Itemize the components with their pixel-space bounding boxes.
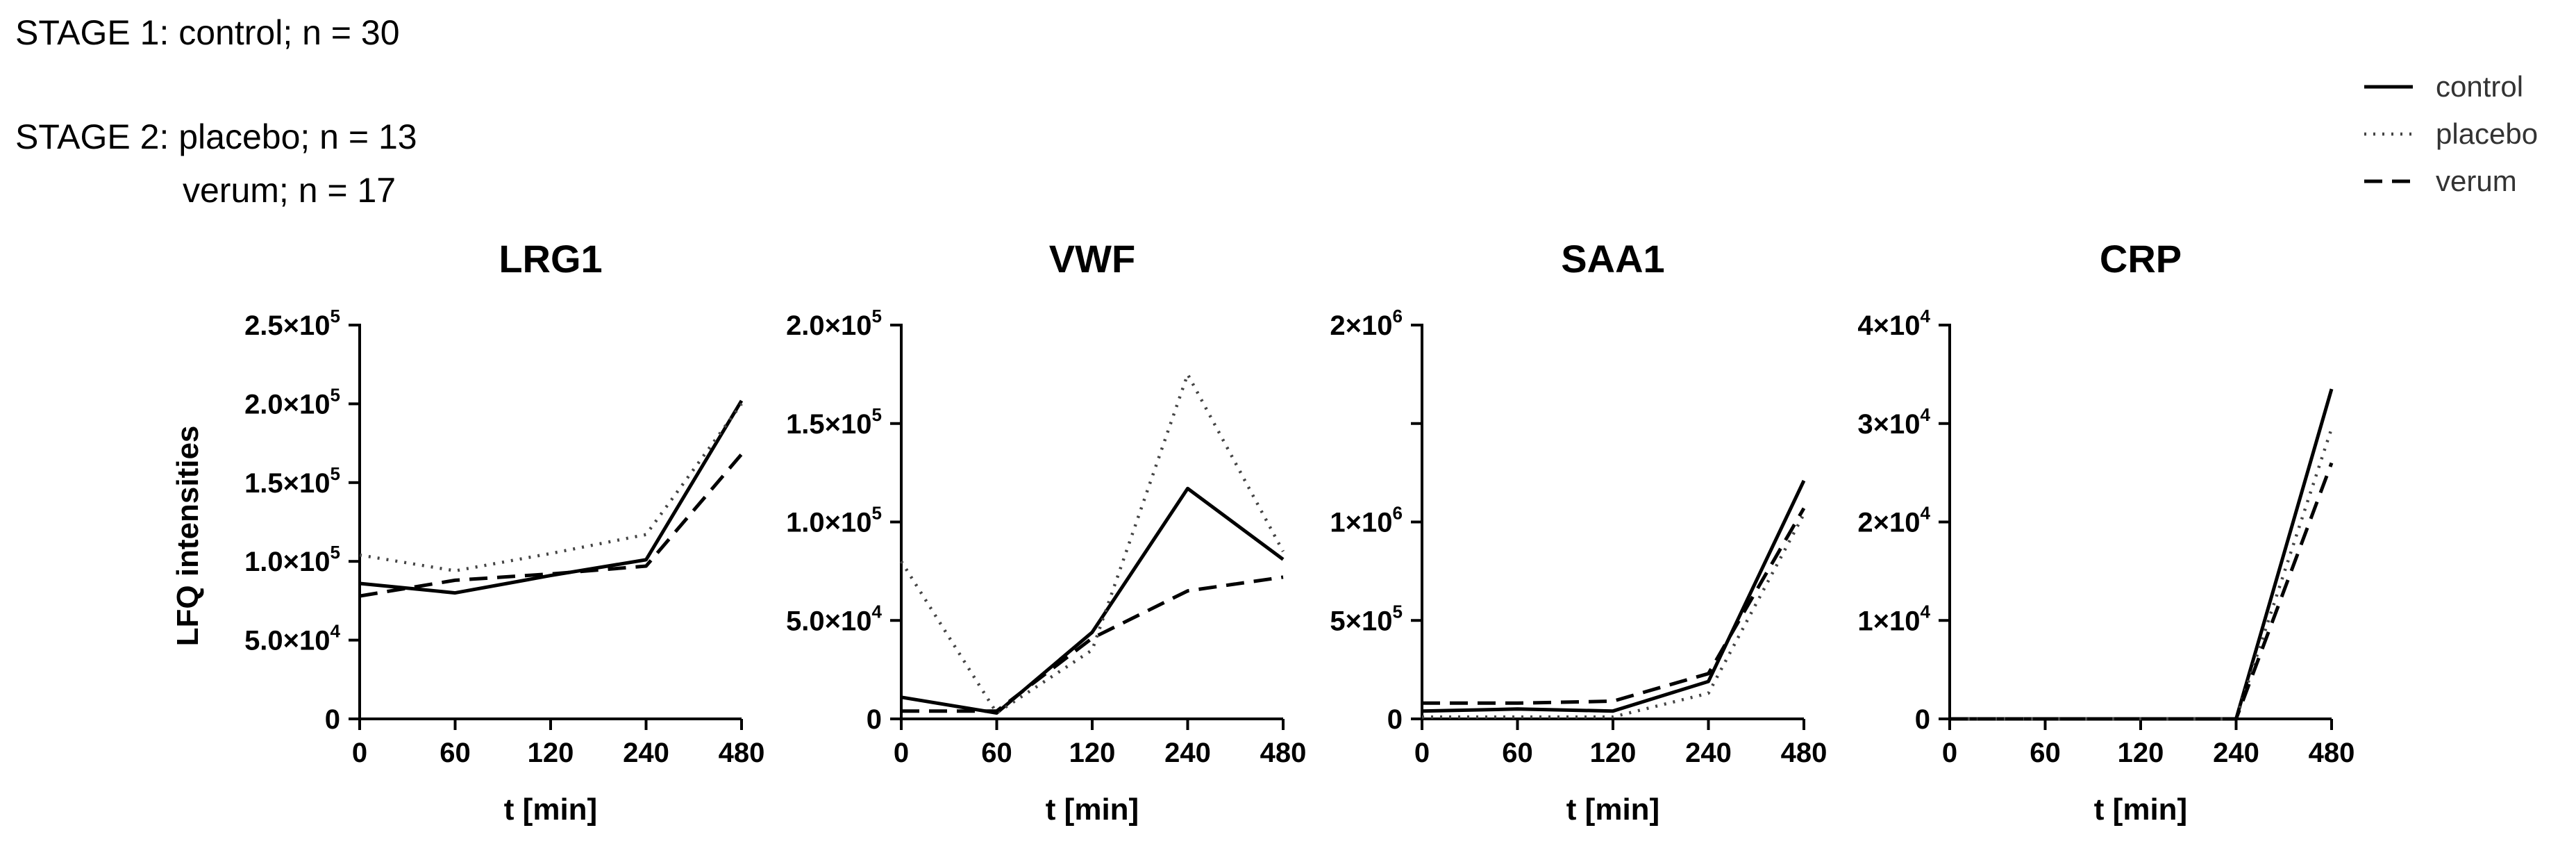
x-tick-label: 0: [1414, 738, 1430, 768]
stage2-text: STAGE 2: placebo; n = 13: [15, 117, 417, 156]
legend: control placebo verum: [2364, 70, 2538, 197]
x-tick-label: 0: [352, 738, 367, 768]
x-tick-label: 120: [1590, 738, 1637, 768]
y-tick-label: 1.5×105: [786, 404, 882, 440]
y-axis-label: LFQ intensities: [171, 426, 205, 647]
panel-lrg1: LRG1 0 5.0×104 1.0×105 1.5×105 2.0×105 2.5×105…: [171, 237, 764, 827]
panel-crp: CRP 0 1×104 2×104 3×104 4×104 0 60 120 240 480 t [m…: [1857, 237, 2355, 827]
y-tick-label: 5×105: [1330, 601, 1403, 636]
series-line-control: [901, 486, 1285, 715]
y-tick-label: 2×106: [1330, 306, 1403, 341]
x-tick-label: 60: [440, 738, 471, 768]
panel-title: VWF: [1049, 237, 1135, 281]
y-tick-label: 1×104: [1857, 601, 1930, 636]
y-tick-label: 0: [1387, 704, 1403, 735]
y-tick-label: 5.0×104: [244, 621, 340, 656]
x-tick-label: 60: [2030, 738, 2061, 768]
x-axis-label: t [min]: [1566, 793, 1659, 827]
legend-label-control: control: [2436, 70, 2523, 103]
x-tick-label: 60: [1502, 738, 1533, 768]
series-line-control: [1950, 388, 2334, 721]
chart-panels: LRG1 0 5.0×104 1.0×105 1.5×105 2.0×105 2.5×105…: [171, 237, 2355, 827]
x-tick-label: 120: [1069, 738, 1116, 768]
series-line-placebo: [359, 403, 743, 573]
series-line-placebo: [900, 372, 1285, 715]
legend-label-verum: verum: [2436, 165, 2517, 197]
y-tick-label: 5.0×104: [786, 601, 882, 636]
y-tick-label: 1.5×105: [244, 463, 340, 499]
y-tick-label: 2.0×105: [786, 306, 882, 341]
series-line-control: [359, 399, 744, 595]
x-tick-label: 480: [2309, 738, 2355, 768]
panel-title: LRG1: [499, 237, 602, 281]
series-line-control: [1421, 479, 1806, 713]
y-tick-label: 2.0×105: [244, 384, 340, 420]
legend-label-placebo: placebo: [2436, 117, 2538, 150]
y-tick-label: 1.0×105: [244, 542, 340, 577]
stage2-verum-text: verum; n = 17: [183, 171, 396, 210]
y-tick-label: 1.0×105: [786, 503, 882, 538]
y-tick-label: 2×104: [1857, 503, 1930, 538]
panel-title: SAA1: [1561, 237, 1664, 281]
y-tick-label: 3×104: [1857, 404, 1930, 440]
series-line-placebo: [1950, 428, 2334, 721]
y-tick-label: 0: [867, 704, 882, 735]
x-tick-label: 240: [2213, 738, 2259, 768]
y-tick-label: 0: [1915, 704, 1930, 735]
x-axis-label: t [min]: [2094, 793, 2187, 827]
y-tick-label: 1×106: [1330, 503, 1403, 538]
stage1-text: STAGE 1: control; n = 30: [15, 13, 400, 52]
x-tick-label: 120: [2118, 738, 2164, 768]
series-line-verum: [901, 575, 1284, 713]
x-axis-label: t [min]: [1046, 793, 1139, 827]
series-line-verum: [1950, 462, 2334, 721]
panel-title: CRP: [2100, 237, 2182, 281]
x-axis-label: t [min]: [504, 793, 597, 827]
x-tick-label: 480: [719, 738, 765, 768]
x-tick-label: 240: [1685, 738, 1732, 768]
x-tick-label: 0: [1942, 738, 1957, 768]
panel-saa1: SAA1 0 5×105 1×106 2×106 0 60 120 240 480 t [min]: [1330, 237, 1827, 827]
x-tick-label: 480: [1260, 738, 1307, 768]
x-tick-label: 240: [623, 738, 669, 768]
y-tick-label: 0: [325, 704, 340, 735]
y-tick-label: 4×104: [1857, 306, 1930, 341]
x-tick-label: 0: [894, 738, 909, 768]
panel-vwf: VWF 0 5.0×104 1.0×105 1.5×105 2.0×105 0 60 120 24…: [786, 237, 1306, 827]
series-line-verum: [1422, 507, 1806, 705]
x-tick-label: 120: [528, 738, 574, 768]
x-tick-label: 240: [1164, 738, 1211, 768]
series-line-verum: [359, 453, 743, 598]
x-tick-label: 60: [981, 738, 1012, 768]
series-line-placebo: [1422, 513, 1805, 719]
x-tick-label: 480: [1781, 738, 1828, 768]
y-tick-label: 2.5×105: [244, 306, 340, 341]
